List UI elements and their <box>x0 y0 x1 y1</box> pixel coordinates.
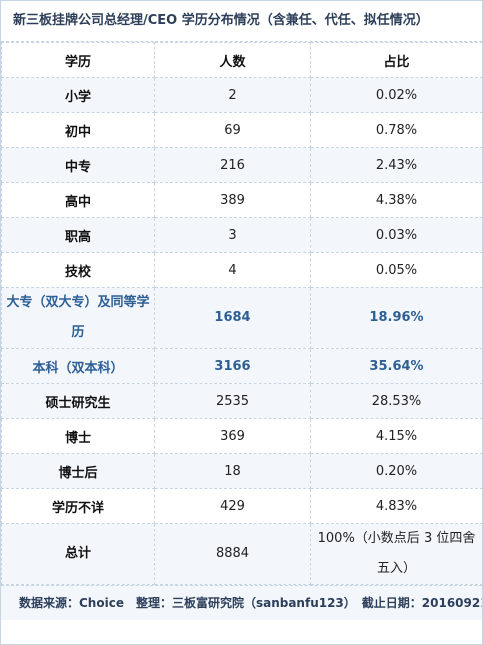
row-share: 0.03% <box>310 217 483 253</box>
total-count: 8884 <box>154 523 311 585</box>
total-share: 100%（小数点后 3 位四舍五入） <box>310 523 483 585</box>
row-share: 35.64% <box>310 348 483 384</box>
table-row-highlight: 大专（双大专）及同等学历 1684 18.96% <box>1 287 483 349</box>
row-count: 429 <box>154 488 311 524</box>
row-share: 0.05% <box>310 252 483 288</box>
source-footer: 数据来源：Choice 整理：三板富研究院（sanbanfu123） 截止日期：… <box>1 585 482 620</box>
row-label: 高中 <box>1 182 155 218</box>
row-label: 初中 <box>1 112 155 148</box>
row-label: 博士 <box>1 418 155 454</box>
row-label: 技校 <box>1 252 155 288</box>
table-row: 硕士研究生 2535 28.53% <box>1 383 483 419</box>
row-count: 369 <box>154 418 311 454</box>
table-row-highlight: 本科（双本科） 3166 35.64% <box>1 348 483 384</box>
table-row: 博士后 18 0.20% <box>1 453 483 489</box>
header-row: 学历 人数 占比 <box>1 42 483 78</box>
table-row: 初中 69 0.78% <box>1 112 483 148</box>
row-count: 4 <box>154 252 311 288</box>
row-share: 0.78% <box>310 112 483 148</box>
table-row: 小学 2 0.02% <box>1 77 483 113</box>
row-share: 4.15% <box>310 418 483 454</box>
row-count: 2 <box>154 77 311 113</box>
row-count: 3 <box>154 217 311 253</box>
row-count: 1684 <box>154 287 311 349</box>
row-share: 28.53% <box>310 383 483 419</box>
row-count: 3166 <box>154 348 311 384</box>
header-share: 占比 <box>310 42 483 78</box>
row-count: 216 <box>154 147 311 183</box>
row-label: 小学 <box>1 77 155 113</box>
row-share: 4.83% <box>310 488 483 524</box>
table-row: 技校 4 0.05% <box>1 252 483 288</box>
row-label: 博士后 <box>1 453 155 489</box>
total-label: 总计 <box>1 523 155 585</box>
row-share: 18.96% <box>310 287 483 349</box>
row-label: 学历不详 <box>1 488 155 524</box>
table-row: 学历不详 429 4.83% <box>1 488 483 524</box>
header-education: 学历 <box>1 42 155 78</box>
row-label: 硕士研究生 <box>1 383 155 419</box>
education-table: 学历 人数 占比 小学 2 0.02% 初中 69 0.78% 中专 216 2… <box>1 42 483 585</box>
table-row: 高中 389 4.38% <box>1 182 483 218</box>
row-label: 大专（双大专）及同等学历 <box>1 287 155 349</box>
row-count: 18 <box>154 453 311 489</box>
row-label: 中专 <box>1 147 155 183</box>
row-count: 69 <box>154 112 311 148</box>
table-title: 新三板挂牌公司总经理/CEO 学历分布情况（含兼任、代任、拟任情况） <box>1 1 482 42</box>
row-count: 2535 <box>154 383 311 419</box>
table-row: 中专 216 2.43% <box>1 147 483 183</box>
row-share: 0.20% <box>310 453 483 489</box>
total-row: 总计 8884 100%（小数点后 3 位四舍五入） <box>1 523 483 585</box>
row-share: 0.02% <box>310 77 483 113</box>
row-share: 4.38% <box>310 182 483 218</box>
row-label: 本科（双本科） <box>1 348 155 384</box>
row-count: 389 <box>154 182 311 218</box>
header-count: 人数 <box>154 42 311 78</box>
table-row: 职高 3 0.03% <box>1 217 483 253</box>
row-share: 2.43% <box>310 147 483 183</box>
table-row: 博士 369 4.15% <box>1 418 483 454</box>
row-label: 职高 <box>1 217 155 253</box>
